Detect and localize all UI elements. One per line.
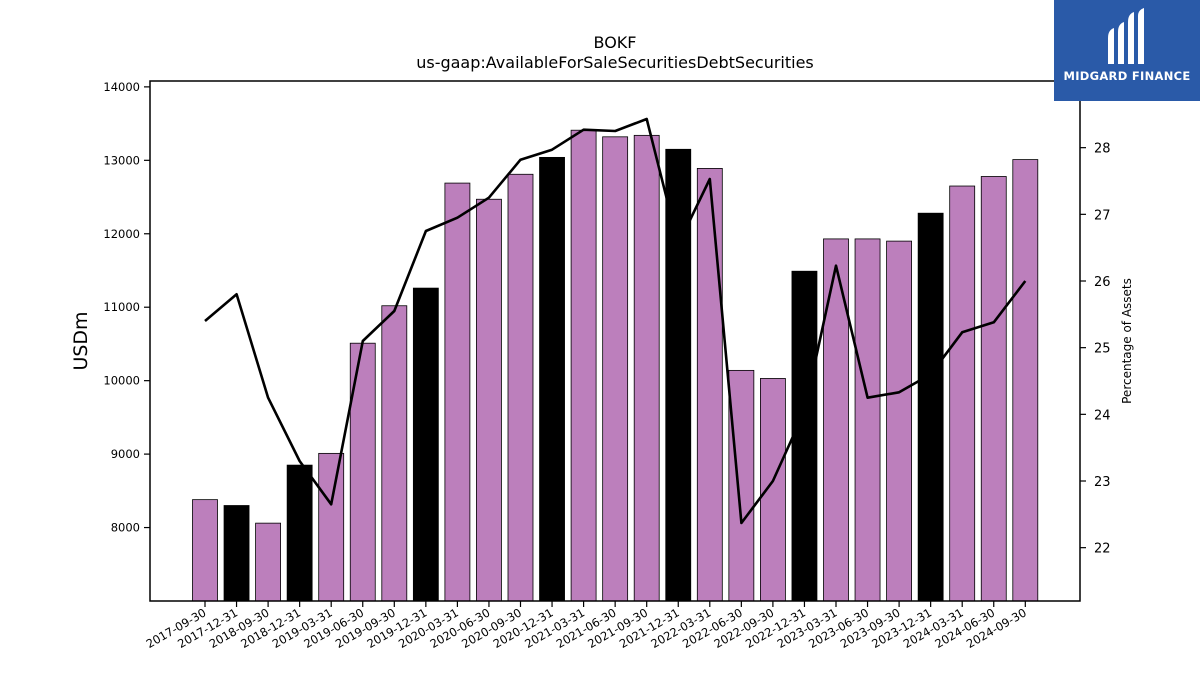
y2-tick-label: 26 [1094,275,1111,290]
y-axis-label: USDm [70,311,92,370]
bar-2021-09-30 [633,134,660,602]
y-tick-label: 9000 [111,447,140,461]
y2-tick-label: 22 [1094,542,1111,557]
x-axis: 2017-09-302017-12-312018-09-302018-12-31… [144,601,1029,651]
y2-tick-label: 24 [1094,408,1111,423]
bar-2020-09-30 [507,173,534,602]
bar-2017-09-30 [192,499,218,602]
bar-2020-03-31 [444,182,471,602]
bar-2017-12-31 [223,505,250,602]
bar-2023-09-30 [886,240,912,602]
y-axis-left: 8000 9000 10000 11000 12000 13000 14000 [103,80,150,535]
bar-2018-12-31 [286,464,313,602]
y-tick-label: 14000 [103,80,140,94]
bar-2019-09-30 [381,305,408,602]
bar-2021-06-30 [602,136,629,602]
y2-tick-label: 23 [1094,475,1111,490]
bar-2018-09-30 [255,522,282,602]
bar-2024-03-31 [949,185,976,602]
bar-2019-03-31 [318,452,345,602]
y2-tick-label: 27 [1094,208,1111,223]
logo-text: MIDGARD FINANCE [1063,69,1191,83]
y-tick-label: 10000 [103,374,140,388]
bar-2023-03-31 [823,238,849,602]
y-tick-label: 11000 [103,300,140,314]
bar-2024-09-30 [1012,159,1039,602]
bar-2019-12-31 [412,287,439,602]
bar-2023-06-30 [854,238,881,602]
y-tick-label: 12000 [103,227,140,241]
y-tick-label: 8000 [111,521,140,535]
y2-tick-label: 28 [1094,142,1111,157]
bar-2021-12-31 [665,148,692,602]
bar-2021-03-31 [570,129,597,602]
bar-2020-06-30 [476,198,502,602]
brand-logo: MIDGARD FINANCE [1054,0,1200,101]
y2-axis-label: Percentage of Assets [1120,278,1134,404]
bar-2022-12-31 [791,270,818,602]
midgard-logo-icon [1108,8,1144,64]
chart-title: BOKF [594,33,637,52]
bar-2024-06-30 [980,176,1007,602]
y2-tick-label: 25 [1094,342,1111,357]
y-axis-right: 22 23 24 25 26 27 28 [1080,142,1111,557]
bar-2023-12-31 [917,212,944,602]
line-group [204,117,1027,525]
bar-2022-09-30 [760,378,786,602]
bar-2022-06-30 [728,369,755,602]
bar-2022-03-31 [696,168,723,602]
bar-2020-12-31 [539,156,565,602]
chart-subtitle: us-gaap:AvailableForSaleSecuritiesDebtSe… [416,53,814,72]
percentage-line [204,117,1027,525]
y-tick-label: 13000 [103,153,140,167]
bar-group [192,129,1039,602]
